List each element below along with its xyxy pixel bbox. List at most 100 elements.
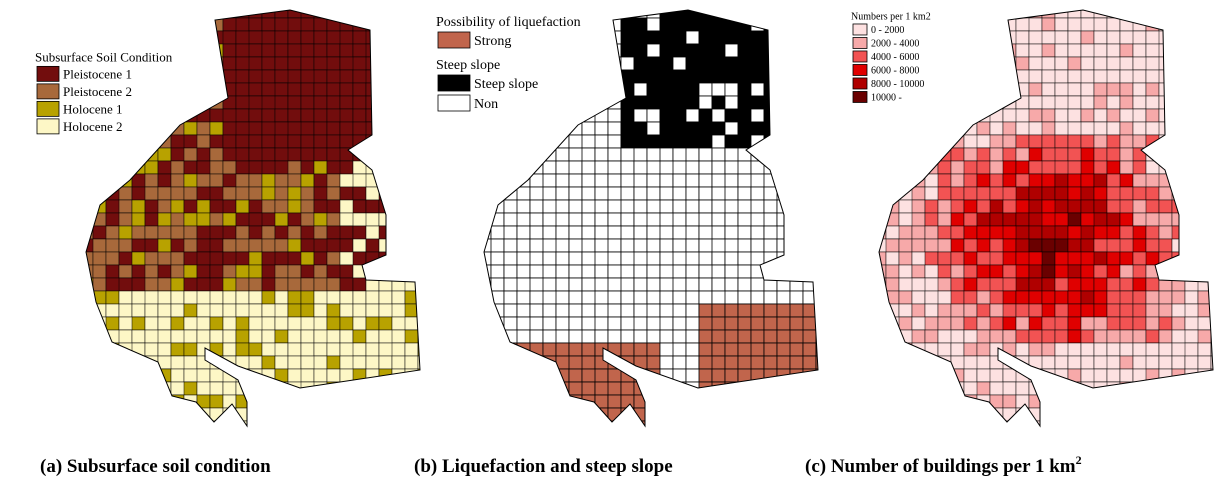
map-cell (352, 355, 367, 370)
map-cell (898, 134, 926, 149)
map-cell (300, 394, 315, 409)
map-cell (235, 17, 250, 32)
map-cell (685, 173, 700, 188)
map-cell (685, 329, 700, 344)
map-cell (542, 316, 557, 331)
map-cell (183, 121, 198, 136)
map-cell (131, 108, 146, 123)
map-cell (235, 225, 250, 240)
map-cell (1184, 10, 1199, 19)
map-cell (261, 407, 289, 422)
map-cell (646, 355, 661, 370)
map-cell (1119, 134, 1134, 149)
map-cell (209, 173, 224, 188)
map-cell (1119, 95, 1134, 110)
map-cell (196, 368, 211, 383)
map-cell (776, 17, 791, 32)
map-cell (86, 342, 94, 357)
map-cell (300, 277, 315, 292)
map-cell (1158, 238, 1173, 253)
map-cell (879, 420, 887, 426)
map-cell (724, 277, 739, 292)
map-cell (365, 134, 393, 149)
map-cell (287, 69, 302, 84)
map-cell (274, 56, 289, 71)
map-cell (698, 134, 713, 149)
map-cell (209, 134, 224, 149)
map-cell (1184, 394, 1212, 409)
map-cell (209, 381, 224, 396)
map-cell (352, 10, 367, 19)
map-cell (365, 407, 380, 422)
map-cell (391, 212, 419, 227)
map-cell (924, 303, 939, 318)
map-cell (950, 186, 965, 201)
map-cell (339, 43, 354, 58)
map-cell (131, 368, 146, 383)
map-cell (963, 160, 978, 175)
map-cell (274, 30, 289, 45)
map-cell (802, 69, 817, 84)
map-cell (1002, 381, 1017, 396)
map-cell (1197, 238, 1213, 253)
map-cell (1106, 95, 1121, 110)
map-cell (1145, 225, 1160, 240)
map-cell (1106, 225, 1121, 240)
map-cell (763, 10, 778, 19)
map-cell (1002, 69, 1017, 84)
map-cell (542, 108, 557, 123)
map-cell (659, 407, 687, 422)
map-cell (326, 43, 341, 58)
map-cell (196, 316, 211, 331)
map-cell (568, 303, 583, 318)
map-cell (555, 30, 570, 45)
map-cell (529, 95, 544, 110)
map-cell (815, 394, 818, 409)
map-cell (170, 160, 185, 175)
map-cell (144, 407, 159, 422)
map-cell (105, 290, 120, 305)
map-cell (1132, 147, 1147, 162)
map-cell (1067, 134, 1082, 149)
map-cell (391, 238, 419, 253)
map-cell (911, 355, 926, 370)
map-cell (924, 121, 939, 136)
caption: (c) Number of buildings per 1 km2 (805, 453, 1082, 477)
map-cell (86, 420, 94, 426)
map-cell (724, 82, 739, 97)
map-cell (976, 186, 991, 201)
map-cell (183, 303, 198, 318)
map-cell (989, 10, 1004, 19)
map-cell (659, 238, 674, 253)
map-cell (261, 173, 276, 188)
map-cell (698, 394, 713, 409)
map-cell (1080, 186, 1095, 201)
map-cell (815, 329, 818, 344)
map-cell (86, 368, 107, 383)
map-cell (1171, 316, 1186, 331)
map-cell (950, 225, 965, 240)
map-cell (763, 290, 778, 305)
map-cell (86, 329, 94, 344)
map-cell (763, 69, 791, 84)
map-cell (391, 290, 406, 305)
map-cell (924, 316, 939, 331)
map-cell (620, 212, 635, 227)
map-cell (235, 420, 263, 426)
map-cell (352, 342, 367, 357)
map-cell (802, 134, 817, 149)
map-cell (365, 17, 393, 32)
map-cell (672, 316, 687, 331)
map-cell (261, 186, 276, 201)
map-cell (1119, 43, 1134, 58)
map-cell (1184, 134, 1199, 149)
map-cell (529, 147, 544, 162)
map-cell (1067, 355, 1082, 370)
map-cell (1015, 355, 1030, 370)
map-cell (950, 238, 965, 253)
map-cell (144, 394, 159, 409)
map-cell (555, 368, 570, 383)
map-cell (287, 134, 302, 149)
map-cell (1080, 95, 1095, 110)
map-cell (568, 173, 583, 188)
